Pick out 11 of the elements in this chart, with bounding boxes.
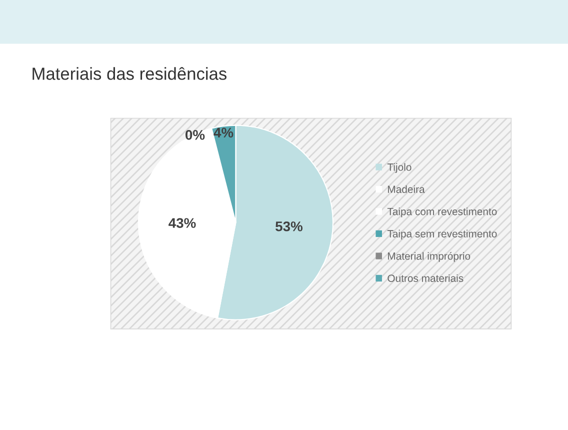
legend-label: Taipa com revestimento — [387, 208, 497, 218]
data-label: 53% — [276, 221, 303, 232]
legend-label: Outros materiais — [388, 274, 464, 282]
legend-label: Taipa sem revestimento — [387, 230, 497, 240]
legend-label: Madeira — [388, 185, 425, 194]
data-label: 43% — [168, 218, 196, 228]
data-label: 4% — [214, 128, 234, 138]
chart-title: Materiais das residências — [32, 67, 226, 80]
text: 0% — [186, 130, 205, 140]
legend-label: Material impróprio — [388, 252, 470, 262]
legend-label: Tijolo — [387, 163, 412, 173]
